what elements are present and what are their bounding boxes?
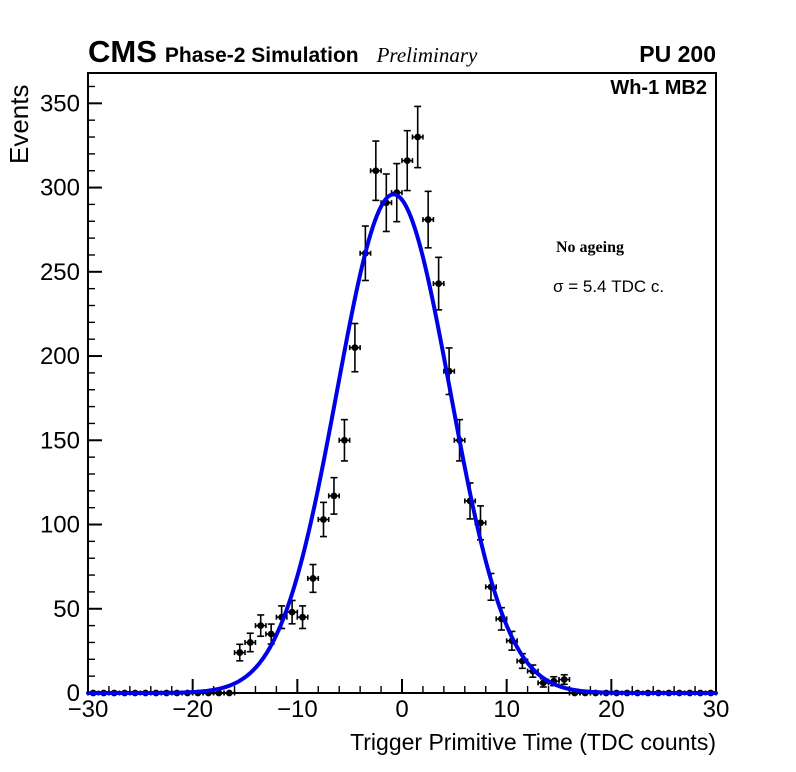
gaussian-fit-curve bbox=[86, 192, 718, 695]
chamber-label: Wh-1 MB2 bbox=[610, 77, 707, 99]
x-tick-label: −10 bbox=[277, 696, 318, 723]
data-point bbox=[267, 630, 275, 638]
y-tick-label: 50 bbox=[53, 596, 80, 623]
preliminary-label: Preliminary bbox=[376, 43, 478, 67]
simulation-label: Phase-2 Simulation bbox=[164, 44, 359, 67]
data-point bbox=[341, 436, 348, 444]
cms-logo-text: CMS bbox=[88, 34, 157, 69]
data-point bbox=[435, 280, 443, 287]
data-point bbox=[372, 167, 380, 175]
x-tick-label: 10 bbox=[493, 696, 520, 723]
header-row: CMS Phase-2 Simulation Preliminary PU 20… bbox=[88, 34, 716, 70]
data-point bbox=[414, 133, 422, 141]
x-tick-label: 30 bbox=[703, 696, 730, 723]
plot-frame bbox=[87, 72, 717, 694]
data-point bbox=[351, 344, 359, 352]
y-tick-label: 150 bbox=[40, 427, 80, 454]
data-point bbox=[257, 622, 265, 630]
sigma-annotation: σ = 5.4 TDC c. bbox=[553, 277, 665, 296]
data-point bbox=[246, 639, 254, 646]
y-tick-label: 200 bbox=[40, 343, 80, 370]
x-tick-label: −30 bbox=[68, 696, 109, 723]
x-axis-title: Trigger Primitive Time (TDC counts) bbox=[350, 729, 716, 755]
y-tick-label: 300 bbox=[40, 175, 80, 202]
data-point bbox=[288, 608, 296, 616]
data-point bbox=[236, 649, 244, 656]
data-point bbox=[330, 492, 338, 500]
data-point bbox=[424, 216, 432, 223]
data-point bbox=[225, 689, 233, 697]
y-tick-label: 100 bbox=[40, 512, 80, 539]
data-point bbox=[403, 157, 411, 165]
x-tick-label: 0 bbox=[395, 696, 408, 723]
y-tick-label: 0 bbox=[67, 680, 80, 707]
pileup-label: PU 200 bbox=[639, 41, 716, 67]
data-point bbox=[299, 613, 306, 621]
y-tick-label: 350 bbox=[40, 90, 80, 117]
data-point bbox=[215, 689, 223, 697]
data-point bbox=[560, 676, 568, 683]
data-point bbox=[309, 575, 317, 582]
x-tick-label: 20 bbox=[598, 696, 625, 723]
x-tick-label: −20 bbox=[172, 696, 213, 723]
ageing-annotation: No ageing bbox=[556, 239, 624, 256]
y-tick-label: 250 bbox=[40, 259, 80, 286]
data-point bbox=[320, 516, 327, 523]
